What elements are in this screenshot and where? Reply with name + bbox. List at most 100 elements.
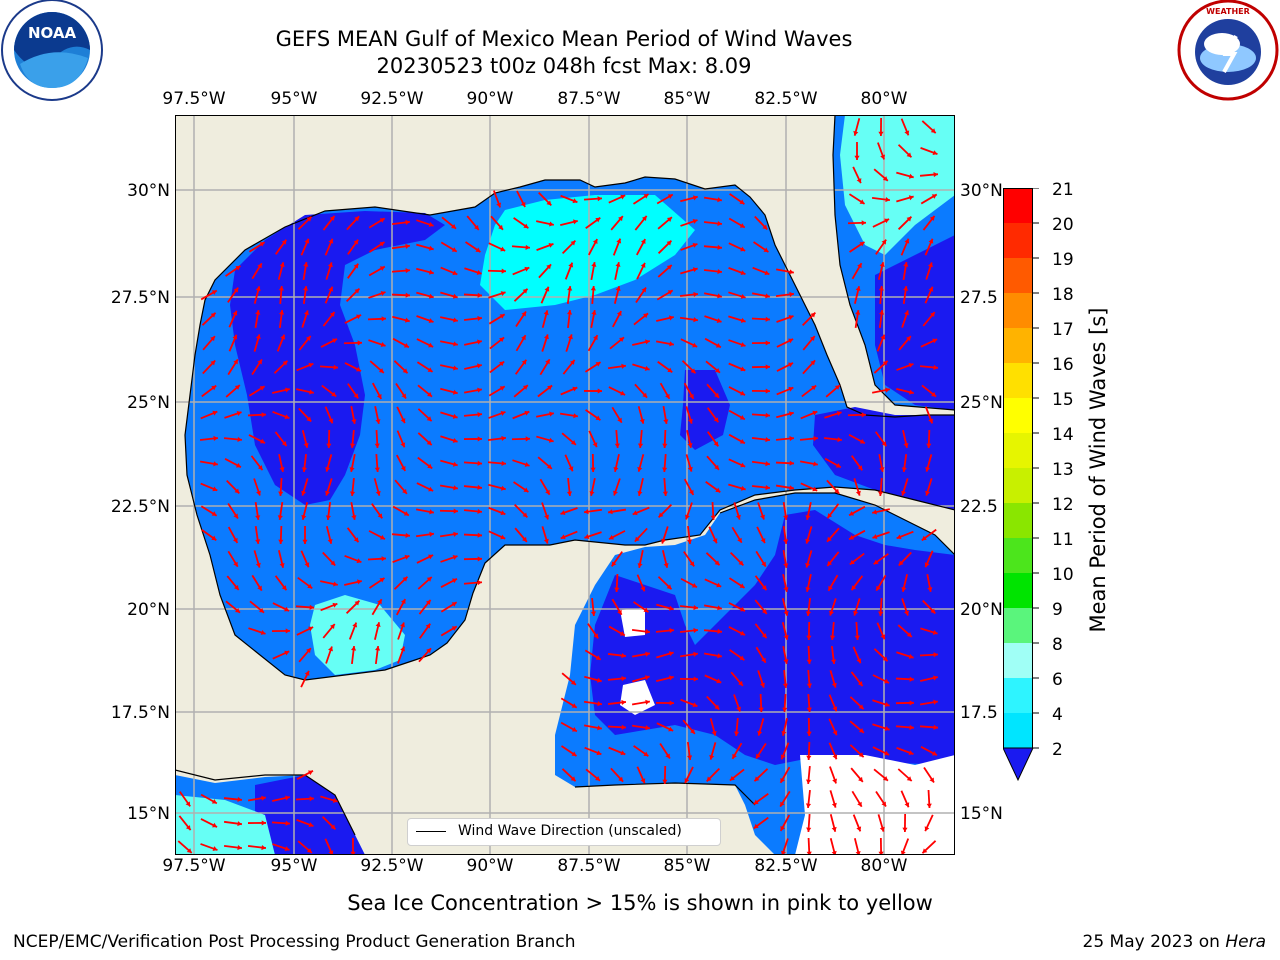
wave-direction-arrow: [272, 410, 290, 420]
wave-direction-arrow: [278, 309, 285, 329]
wave-direction-arrow: [686, 741, 693, 761]
no-data-patch-2: [620, 680, 655, 715]
wave-direction-arrow: [344, 314, 362, 324]
wave-direction-arrow: [418, 599, 432, 615]
wave-direction-arrow: [301, 502, 309, 520]
wave-direction-arrow: [826, 479, 840, 495]
wave-direction-arrow: [851, 790, 863, 808]
right-lat-label-4: 20°N: [960, 600, 1003, 620]
wave-direction-arrow: [661, 550, 669, 568]
wave-direction-arrow: [350, 837, 356, 855]
wave-direction-arrow: [487, 460, 507, 466]
wave-direction-arrow: [850, 575, 864, 591]
wave-direction-arrow: [728, 291, 746, 299]
wave-direction-arrow: [325, 262, 333, 280]
wave-direction-arrow: [919, 364, 939, 371]
colorbar-segment: [1003, 678, 1033, 714]
wave-direction-arrow: [895, 676, 915, 682]
wave-direction-arrow: [324, 286, 334, 304]
wave-direction-arrow: [850, 455, 864, 471]
wave-direction-arrow: [873, 648, 889, 662]
wave-direction-arrow: [782, 645, 789, 665]
wave-direction-arrow: [200, 843, 218, 852]
left-lat-label-5: 17.5°N: [110, 703, 170, 723]
wave-direction-arrow: [680, 338, 698, 348]
wave-direction-arrow: [346, 527, 360, 543]
wave-direction-arrow: [325, 646, 333, 664]
wave-direction-arrow: [584, 649, 602, 661]
wave-direction-arrow: [878, 597, 884, 617]
wave-direction-arrow: [297, 216, 313, 230]
wave-direction-arrow: [440, 266, 458, 276]
wave-direction-arrow: [850, 671, 864, 687]
wave-direction-arrow: [322, 623, 336, 639]
wave-direction-arrow: [824, 411, 842, 419]
wave-direction-arrow: [560, 219, 578, 226]
wave-direction-arrow: [709, 742, 717, 760]
wave-direction-arrow: [854, 621, 860, 641]
wave-direction-arrow: [368, 265, 386, 277]
wave-direction-arrow: [901, 453, 908, 473]
wave-direction-arrow: [872, 218, 890, 228]
wave-direction-arrow: [854, 141, 860, 161]
wave-direction-arrow: [301, 430, 309, 448]
wave-direction-arrow: [440, 291, 458, 299]
wave-direction-arrow: [875, 574, 887, 592]
wave-direction-arrow: [296, 819, 314, 828]
wave-direction-arrow: [374, 645, 381, 665]
wave-direction-arrow: [776, 315, 794, 323]
wave-direction-arrow: [611, 598, 623, 616]
wave-direction-arrow: [662, 477, 668, 497]
wave-direction-arrow: [703, 220, 723, 227]
wave-direction-arrow: [877, 814, 885, 832]
wave-direction-arrow: [538, 263, 552, 279]
wave-direction-arrow: [706, 407, 720, 423]
wave-direction-arrow: [274, 239, 288, 255]
wave-direction-arrow: [613, 478, 621, 496]
wave-direction-arrow: [631, 699, 651, 706]
wave-direction-arrow: [704, 578, 722, 588]
wave-direction-arrow: [849, 241, 865, 253]
wave-direction-arrow: [684, 502, 693, 520]
wave-direction-arrow: [872, 674, 890, 684]
wave-direction-arrow: [779, 790, 791, 808]
wave-direction-arrow: [802, 335, 816, 351]
wave-direction-arrow: [272, 650, 290, 660]
wave-direction-arrow: [919, 652, 939, 658]
wave-direction-arrow: [801, 384, 817, 398]
colorbar-tick-label: 4: [1052, 705, 1063, 725]
wave-direction-arrow: [828, 718, 838, 736]
wave-direction-arrow: [659, 742, 671, 760]
wave-direction-arrow: [177, 840, 193, 854]
wave-direction-arrow: [201, 384, 217, 398]
wave-direction-arrow: [776, 338, 794, 348]
wave-direction-arrow: [254, 501, 261, 521]
wave-direction-arrow: [440, 387, 458, 395]
wave-direction-arrow: [849, 552, 865, 566]
wave-direction-arrow: [657, 576, 673, 590]
wave-direction-arrow: [872, 699, 890, 707]
wave-direction-arrow: [392, 337, 410, 349]
wave-direction-arrow: [227, 502, 239, 520]
noaa-logo: NOAA: [1, 0, 103, 101]
wave-direction-arrow: [418, 647, 432, 663]
wave-direction-arrow: [826, 503, 840, 519]
wave-direction-arrow: [297, 576, 313, 590]
wave-direction-arrow: [463, 387, 483, 394]
wave-direction-arrow: [559, 412, 579, 419]
top-lon-label-3: 90°W: [466, 89, 514, 109]
right-lat-label-6: 15°N: [960, 804, 1003, 824]
wave-direction-arrow: [248, 434, 266, 444]
wave-direction-arrow: [300, 550, 310, 568]
wave-direction-arrow: [392, 315, 410, 323]
wave-direction-arrow: [610, 215, 624, 231]
wave-direction-arrow: [395, 598, 407, 616]
wave-direction-arrow: [273, 360, 289, 374]
wave-direction-arrow: [680, 242, 698, 251]
wave-direction-arrow: [754, 575, 768, 591]
wave-direction-arrow: [636, 574, 646, 592]
wave-direction-arrow: [705, 552, 721, 566]
wave-direction-arrow: [277, 501, 284, 521]
wave-direction-arrow: [325, 478, 333, 496]
wave-direction-arrow: [897, 216, 913, 230]
